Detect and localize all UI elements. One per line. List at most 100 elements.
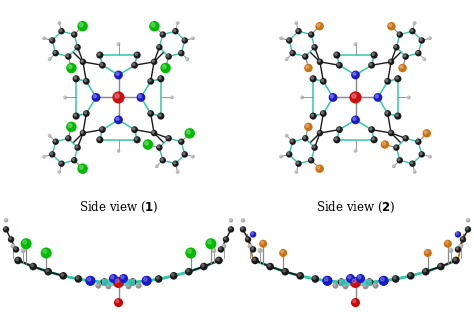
- Circle shape: [143, 139, 153, 150]
- Circle shape: [291, 140, 293, 142]
- Circle shape: [455, 246, 461, 253]
- Circle shape: [180, 140, 182, 142]
- Circle shape: [279, 155, 283, 159]
- Circle shape: [466, 227, 468, 229]
- Circle shape: [60, 29, 62, 32]
- Circle shape: [228, 226, 234, 233]
- Circle shape: [337, 128, 340, 130]
- Circle shape: [144, 278, 147, 281]
- Circle shape: [311, 114, 313, 117]
- Circle shape: [88, 278, 91, 281]
- Circle shape: [211, 248, 217, 253]
- Circle shape: [117, 42, 120, 46]
- Circle shape: [159, 77, 161, 79]
- Circle shape: [191, 36, 195, 40]
- Circle shape: [192, 37, 193, 39]
- Circle shape: [253, 258, 255, 261]
- Circle shape: [286, 37, 292, 44]
- Circle shape: [423, 269, 426, 272]
- Circle shape: [74, 144, 81, 151]
- Circle shape: [268, 264, 271, 267]
- Circle shape: [131, 62, 138, 69]
- Circle shape: [115, 279, 119, 283]
- Circle shape: [389, 60, 392, 62]
- Circle shape: [87, 278, 91, 281]
- Circle shape: [321, 79, 324, 82]
- Circle shape: [250, 231, 256, 238]
- Circle shape: [4, 218, 8, 222]
- Circle shape: [317, 166, 320, 169]
- Circle shape: [313, 277, 316, 279]
- Circle shape: [115, 279, 122, 286]
- Circle shape: [285, 134, 289, 137]
- Circle shape: [149, 21, 160, 32]
- Circle shape: [161, 158, 163, 161]
- Circle shape: [172, 274, 174, 276]
- Circle shape: [45, 268, 52, 276]
- Circle shape: [424, 249, 432, 257]
- Circle shape: [452, 257, 460, 264]
- Circle shape: [74, 275, 82, 283]
- Circle shape: [151, 23, 155, 27]
- Circle shape: [54, 140, 56, 142]
- Circle shape: [74, 77, 76, 79]
- Circle shape: [217, 258, 219, 261]
- Circle shape: [296, 272, 304, 280]
- Circle shape: [458, 244, 464, 249]
- Circle shape: [188, 249, 191, 253]
- Circle shape: [374, 284, 376, 286]
- Circle shape: [297, 29, 299, 32]
- Circle shape: [372, 138, 374, 140]
- Circle shape: [96, 51, 103, 59]
- Circle shape: [160, 157, 166, 164]
- Circle shape: [353, 72, 356, 75]
- Circle shape: [407, 95, 411, 99]
- Circle shape: [4, 227, 6, 229]
- Circle shape: [13, 246, 19, 253]
- Circle shape: [114, 298, 123, 307]
- Circle shape: [410, 29, 413, 32]
- Circle shape: [344, 284, 346, 287]
- Circle shape: [61, 274, 64, 276]
- Circle shape: [74, 114, 76, 117]
- Circle shape: [420, 39, 422, 41]
- Circle shape: [116, 280, 119, 283]
- Circle shape: [290, 50, 296, 56]
- Circle shape: [310, 33, 311, 35]
- Circle shape: [98, 53, 100, 55]
- Circle shape: [58, 161, 65, 167]
- Circle shape: [165, 135, 172, 141]
- Circle shape: [155, 165, 157, 166]
- Circle shape: [310, 158, 311, 161]
- Title: Side view ($\mathbf{1}$): Side view ($\mathbf{1}$): [79, 200, 158, 215]
- Circle shape: [437, 263, 445, 270]
- Circle shape: [119, 274, 128, 283]
- Circle shape: [93, 95, 97, 98]
- Circle shape: [386, 112, 388, 114]
- Circle shape: [229, 218, 233, 222]
- Circle shape: [86, 276, 95, 286]
- Circle shape: [50, 39, 53, 41]
- Circle shape: [280, 37, 281, 39]
- Circle shape: [291, 51, 293, 53]
- Circle shape: [294, 21, 298, 25]
- Circle shape: [381, 140, 389, 149]
- Circle shape: [100, 63, 103, 66]
- Circle shape: [317, 59, 323, 65]
- Circle shape: [313, 45, 315, 48]
- Circle shape: [350, 277, 361, 288]
- Circle shape: [394, 146, 397, 148]
- Circle shape: [170, 272, 178, 280]
- Circle shape: [68, 65, 72, 69]
- Circle shape: [444, 240, 452, 248]
- Circle shape: [42, 36, 46, 40]
- Circle shape: [48, 135, 50, 136]
- Circle shape: [224, 237, 226, 240]
- Circle shape: [66, 55, 69, 57]
- Circle shape: [156, 144, 163, 151]
- Circle shape: [187, 130, 190, 134]
- Circle shape: [176, 21, 180, 25]
- Circle shape: [259, 240, 267, 248]
- Circle shape: [8, 236, 14, 243]
- Circle shape: [381, 278, 384, 281]
